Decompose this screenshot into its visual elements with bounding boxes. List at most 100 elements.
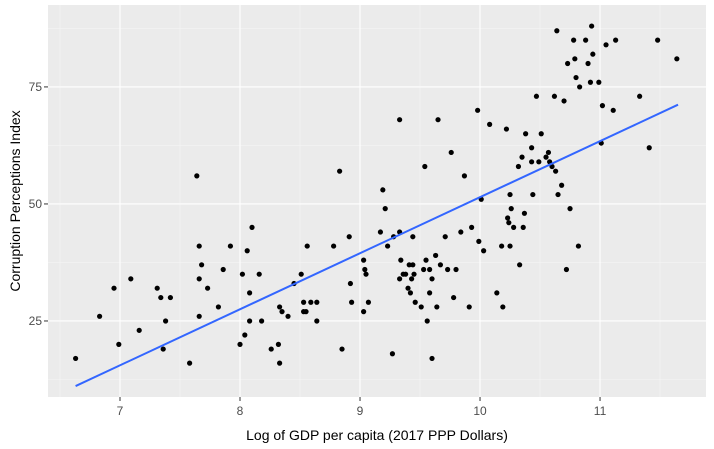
point [215,304,222,310]
point [308,299,314,305]
point [339,346,345,352]
point [520,224,526,230]
point [596,79,602,85]
point [553,168,559,174]
point [167,294,174,301]
point [298,271,304,277]
point [237,341,243,347]
point [551,93,558,99]
point [453,266,459,273]
point [505,215,511,221]
point [529,145,535,151]
point [429,355,435,362]
point [361,309,367,315]
point [362,266,368,273]
point [361,257,367,263]
point [418,304,424,310]
point [111,285,117,291]
point [503,126,510,132]
point [158,294,164,301]
point [347,280,354,287]
point [476,238,482,244]
point [382,206,388,212]
point [349,299,355,305]
point [565,60,571,67]
point [610,107,616,113]
point [461,173,468,179]
point [406,262,412,268]
point [363,271,369,277]
x-tick-label: 7 [117,404,124,418]
point [410,234,416,240]
point [469,224,475,230]
point [590,51,596,57]
point [500,304,506,310]
point [538,131,544,137]
point [523,131,529,137]
point [187,360,193,366]
point [244,248,250,254]
y-axis-title: Corruption Perceptions Index [7,110,23,291]
point [494,290,500,296]
point [583,37,589,43]
point [475,107,481,113]
point [559,182,565,188]
x-tick-label: 9 [357,404,364,418]
point [346,234,352,240]
point [508,206,514,212]
point [585,60,591,67]
point [507,243,513,249]
point [397,276,403,282]
point [423,257,429,263]
point [239,271,246,277]
x-tick-label: 11 [594,404,607,418]
point [427,266,433,273]
point [275,341,282,347]
point [442,234,448,240]
point [573,74,579,81]
point [259,318,265,324]
point [674,56,680,62]
point [407,290,414,296]
point [277,360,283,366]
point [412,299,418,305]
point [227,243,234,249]
point [599,103,606,109]
y-tick-label: 25 [29,314,43,328]
point [506,220,512,226]
y-tick-label: 75 [29,80,43,94]
point [199,262,205,268]
point [314,318,320,324]
point [389,351,396,357]
point [205,285,211,291]
point [646,145,652,151]
point [448,149,454,156]
point [422,163,428,170]
point [554,28,560,34]
point [530,191,536,198]
point [561,98,567,104]
x-axis-title: Log of GDP per capita (2017 PPP Dollars) [246,427,508,443]
point [314,299,320,305]
point [427,290,433,296]
point [563,266,570,273]
point [424,318,430,324]
point [268,346,274,352]
point [301,309,307,315]
point [128,276,134,282]
point [411,271,417,277]
point [421,266,427,273]
point [194,173,200,179]
point [517,262,523,268]
point [445,266,451,273]
point [398,257,404,263]
point [458,229,464,235]
y-tick-label: 50 [29,197,43,211]
point [405,285,411,291]
point [433,252,439,259]
point [277,304,283,310]
point [256,271,262,277]
point [533,93,540,99]
point [196,313,202,319]
